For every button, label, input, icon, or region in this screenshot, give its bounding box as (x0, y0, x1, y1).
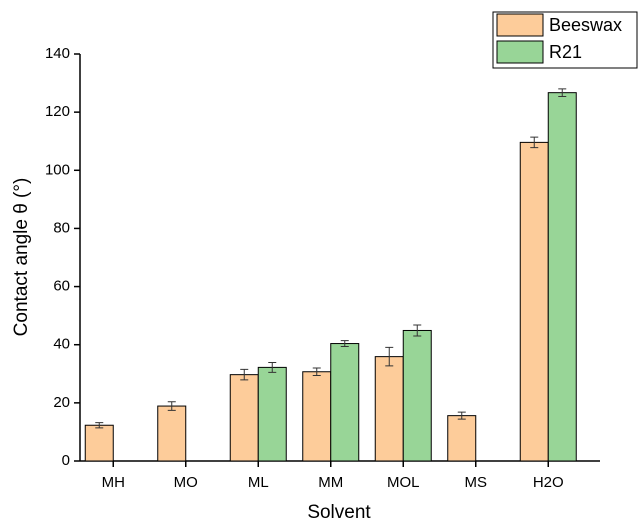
legend-swatch (496, 13, 544, 37)
error-bar (167, 401, 176, 411)
bar (229, 374, 259, 462)
error-bar (240, 368, 249, 381)
error-bar (530, 136, 539, 149)
bar (374, 356, 404, 462)
error-bar (558, 88, 567, 97)
error-bar (340, 340, 349, 347)
legend-label: R21 (549, 42, 582, 62)
bar (547, 92, 577, 462)
x-tick-label: MO (174, 474, 198, 491)
bar (519, 141, 549, 462)
error-bar (312, 367, 321, 377)
bar (447, 415, 477, 462)
bar (257, 366, 287, 462)
x-tick-label: MOL (387, 474, 420, 491)
y-tick-label: 80 (53, 219, 70, 236)
bar (157, 405, 187, 462)
bar (402, 329, 432, 462)
error-bar (413, 324, 422, 337)
y-tick-label: 120 (45, 103, 70, 120)
x-axis-title: Solvent (307, 502, 371, 523)
x-tick-label: H2O (533, 474, 564, 491)
y-tick-label: 20 (53, 394, 70, 411)
bar (84, 424, 114, 462)
y-tick-label: 100 (45, 161, 70, 178)
error-bar (268, 361, 277, 373)
y-tick-label: 40 (53, 336, 70, 353)
legend-label: Beeswax (549, 15, 622, 35)
error-bar (95, 422, 104, 429)
y-tick-label: 60 (53, 278, 70, 295)
legend-swatch (496, 40, 544, 64)
y-axis-title: Contact angle θ (°) (11, 178, 32, 337)
bar (330, 343, 360, 462)
error-bar (385, 346, 394, 367)
x-tick-label: MS (465, 474, 488, 491)
y-tick-label: 140 (45, 45, 70, 62)
x-tick-label: MM (318, 474, 343, 491)
x-tick-label: ML (248, 474, 269, 491)
x-tick-label: MH (102, 474, 125, 491)
y-tick-label: 0 (62, 452, 70, 469)
error-bar (457, 411, 466, 420)
bar (302, 371, 332, 462)
